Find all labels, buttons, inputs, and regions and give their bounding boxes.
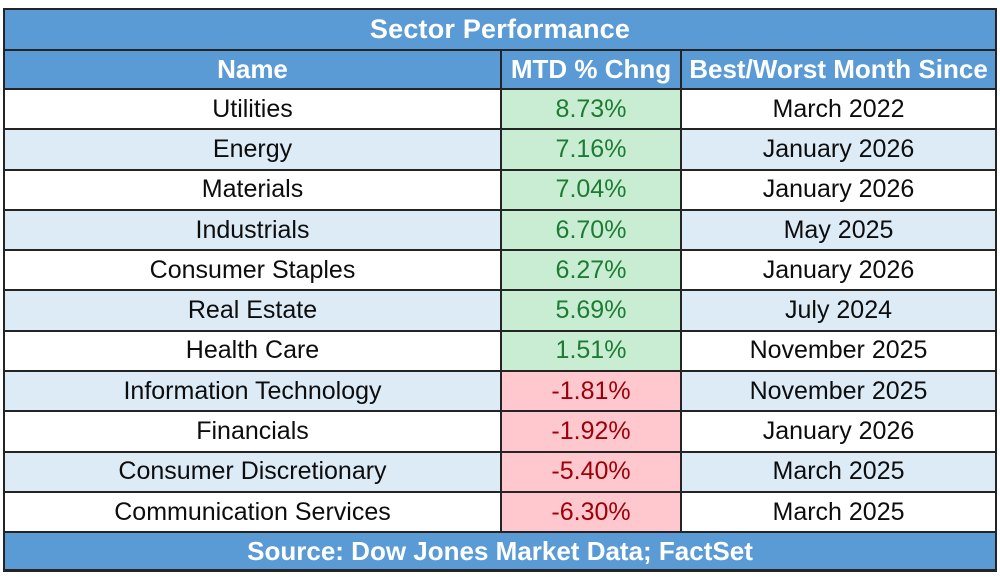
column-header-mtd-chng: MTD % Chng <box>500 49 682 90</box>
best-worst-month: January 2026 <box>679 128 998 171</box>
mtd-change-value: -1.81% <box>500 370 682 413</box>
sector-name: Energy <box>3 128 502 171</box>
table-row: Consumer Discretionary -5.40% March 2025 <box>3 450 998 493</box>
table-row: Information Technology -1.81% November 2… <box>3 370 998 413</box>
best-worst-month: November 2025 <box>679 329 998 373</box>
sector-name: Communication Services <box>3 490 502 534</box>
mtd-change-value: -6.30% <box>500 490 682 534</box>
table-row: Materials 7.04% January 2026 <box>3 168 998 211</box>
table-row: Communication Services -6.30% March 2025 <box>3 490 998 534</box>
sector-name: Health Care <box>3 329 502 373</box>
table-row: Real Estate 5.69% July 2024 <box>3 289 998 332</box>
best-worst-month: November 2025 <box>679 370 998 413</box>
table-row: Utilities 8.73% March 2022 <box>3 87 998 131</box>
sector-name: Consumer Staples <box>3 249 502 292</box>
best-worst-month: January 2026 <box>679 249 998 292</box>
best-worst-month: January 2026 <box>679 410 998 453</box>
sector-name: Utilities <box>3 87 502 131</box>
best-worst-month: March 2025 <box>679 490 998 534</box>
sector-name: Real Estate <box>3 289 502 332</box>
header-row: Name MTD % Chng Best/Worst Month Since <box>3 49 998 90</box>
table-title: Sector Performance <box>2 8 998 51</box>
mtd-change-value: -5.40% <box>500 450 682 493</box>
column-header-best-worst-since: Best/Worst Month Since <box>679 49 998 90</box>
table-row: Consumer Staples 6.27% January 2026 <box>3 249 998 292</box>
mtd-change-value: 6.27% <box>500 249 682 292</box>
sector-name: Financials <box>3 410 502 453</box>
source-credit: Source: Dow Jones Market Data; FactSet <box>2 531 998 572</box>
table-row: Energy 7.16% January 2026 <box>3 128 998 171</box>
mtd-change-value: 7.04% <box>500 168 682 211</box>
mtd-change-value: 5.69% <box>500 289 682 332</box>
best-worst-month: March 2022 <box>679 87 998 131</box>
mtd-change-value: 7.16% <box>500 128 682 171</box>
table-row: Financials -1.92% January 2026 <box>3 410 998 453</box>
sector-performance-table: Sector Performance Name MTD % Chng Best/… <box>2 8 998 572</box>
column-header-name: Name <box>3 49 502 90</box>
sector-name: Materials <box>3 168 502 211</box>
mtd-change-value: 6.70% <box>500 208 682 252</box>
mtd-change-value: 8.73% <box>500 87 682 131</box>
table-row: Industrials 6.70% May 2025 <box>3 208 998 252</box>
title-row: Sector Performance <box>2 8 998 51</box>
mtd-change-value: -1.92% <box>500 410 682 453</box>
best-worst-month: March 2025 <box>679 450 998 493</box>
sector-name: Industrials <box>3 208 502 252</box>
mtd-change-value: 1.51% <box>500 329 682 373</box>
data-table: Sector Performance Name MTD % Chng Best/… <box>2 8 998 572</box>
sector-name: Consumer Discretionary <box>3 450 502 493</box>
table-row: Health Care 1.51% November 2025 <box>3 329 998 373</box>
sector-name: Information Technology <box>3 370 502 413</box>
best-worst-month: May 2025 <box>679 208 998 252</box>
footer-row: Source: Dow Jones Market Data; FactSet <box>2 531 998 572</box>
best-worst-month: January 2026 <box>679 168 998 211</box>
best-worst-month: July 2024 <box>679 289 998 332</box>
